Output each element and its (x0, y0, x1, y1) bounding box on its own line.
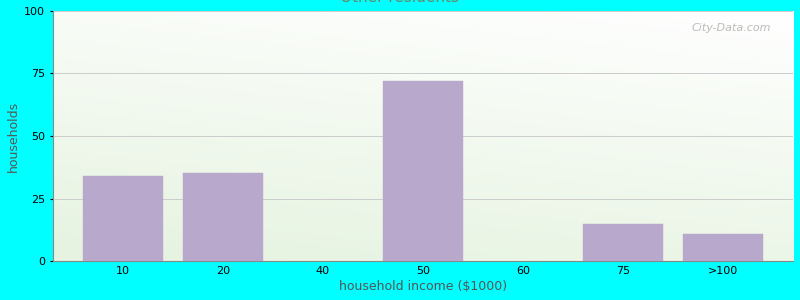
Text: City-Data.com: City-Data.com (691, 23, 771, 33)
Bar (683, 233, 763, 261)
Bar (383, 81, 463, 261)
X-axis label: household income ($1000): household income ($1000) (339, 280, 507, 293)
Bar (583, 224, 663, 261)
Y-axis label: households: households (7, 100, 20, 172)
Bar (82, 176, 162, 261)
Text: Other residents: Other residents (341, 0, 459, 5)
Bar (183, 173, 263, 261)
